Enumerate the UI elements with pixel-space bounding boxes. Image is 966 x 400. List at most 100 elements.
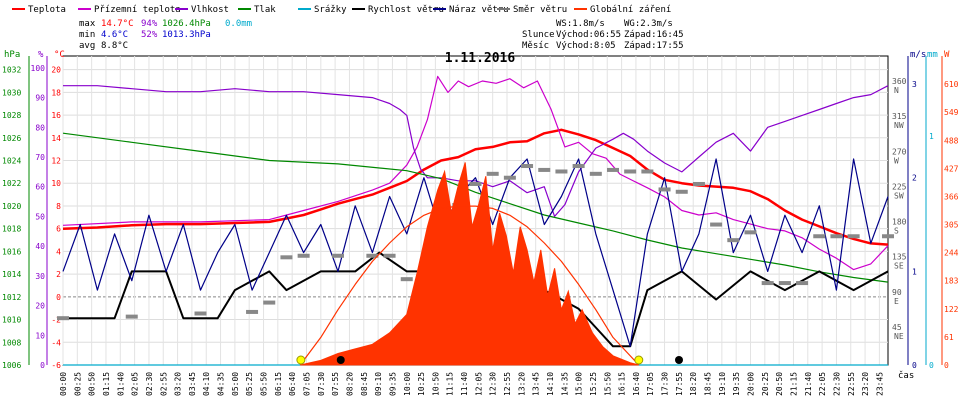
series-sm-r-v-tru-mark-9 — [383, 253, 396, 258]
axis-unit-mm: mm — [927, 50, 938, 60]
tick-hpa-1008: 1008 — [2, 338, 21, 347]
tick-mm-1: 1 — [929, 132, 934, 141]
tick-hpa-1020: 1020 — [2, 202, 21, 211]
tick-temp-14: 14 — [51, 134, 61, 143]
series-sm-r-v-tru-mark-23 — [641, 169, 654, 174]
stat-min-label: min — [79, 30, 95, 40]
tick-x-3: 01:15 — [102, 372, 111, 396]
tick-dir-360: 360 — [892, 77, 907, 86]
series-sm-r-v-tru-mark-34 — [830, 234, 843, 239]
tick-dir-label-SE: SE — [894, 262, 904, 271]
tick-x-27: 11:15 — [446, 372, 455, 396]
tick-pct-60: 60 — [35, 183, 45, 192]
tick-x-38: 15:50 — [603, 372, 612, 396]
tick-x-55: 22:55 — [847, 372, 856, 396]
tick-x-22: 09:10 — [374, 372, 383, 396]
tick-pct-80: 80 — [35, 123, 45, 132]
legend-entry-6: Náraz větru — [449, 5, 509, 15]
tick-x-11: 04:35 — [217, 372, 226, 396]
tick-x-14: 05:50 — [260, 372, 269, 396]
series-sm-r-v-tru-mark-13 — [469, 181, 482, 186]
tick-x-52: 21:40 — [804, 372, 813, 396]
tick-x-1: 00:25 — [73, 372, 82, 396]
tick-x-39: 16:15 — [618, 372, 627, 396]
tick-pct-90: 90 — [35, 94, 45, 103]
tick-dir-180: 180 — [892, 218, 907, 227]
tick-w-488: 488 — [944, 136, 959, 145]
tick-x-54: 22:30 — [832, 372, 841, 396]
tick-w-549: 549 — [944, 108, 959, 117]
marker-sunset — [634, 355, 644, 365]
stat-max-temp: 14.7°C — [101, 19, 134, 29]
series-layer — [57, 75, 894, 366]
legend-entry-4: Srážky — [314, 5, 347, 15]
series-sm-r-v-tru-mark-16 — [521, 164, 534, 169]
moonset-time: Západ:17:55 — [624, 41, 684, 51]
tick-dir-label-SW: SW — [894, 191, 904, 200]
tick-x-2: 00:50 — [88, 372, 97, 396]
series-sm-r-v-tru-mark-20 — [589, 171, 602, 176]
series-sm-r-v-tru-mark-8 — [366, 253, 379, 258]
tick-x-49: 20:25 — [761, 372, 770, 396]
wind-gust-avg: WG:2.3m/s — [624, 19, 673, 29]
tick-x-23: 09:35 — [388, 372, 397, 396]
stat-max-press: 1026.4hPa — [162, 19, 211, 29]
stat-min-press: 1013.3hPa — [162, 30, 211, 40]
tick-x-17: 07:05 — [302, 372, 311, 396]
tick-x-45: 18:45 — [704, 372, 713, 396]
tick-x-0: 00:00 — [59, 372, 68, 396]
tick-dir-label-S: S — [894, 227, 899, 236]
series-sm-r-v-tru-mark-24 — [658, 187, 671, 192]
tick-hpa-1010: 1010 — [2, 316, 21, 325]
tick-temp-12: 12 — [51, 157, 61, 166]
tick-x-12: 05:00 — [231, 372, 240, 396]
tick-x-21: 08:45 — [360, 372, 369, 396]
tick-w-427: 427 — [944, 164, 959, 173]
tick-x-47: 19:35 — [732, 372, 741, 396]
astro-markers — [296, 355, 683, 365]
tick-x-4: 01:40 — [116, 372, 125, 396]
series-sm-r-v-tru-mark-2 — [194, 311, 207, 316]
stat-avg-temp: 8.8°C — [101, 41, 128, 51]
tick-x-20: 08:20 — [345, 372, 354, 396]
tick-dir-270: 270 — [892, 147, 907, 156]
stat-min-temp: 4.6°C — [101, 30, 128, 40]
tick-temp-20: 20 — [51, 66, 61, 75]
stat-max-label: max — [79, 19, 96, 29]
series-sm-r-v-tru-mark-27 — [710, 222, 723, 227]
tick-x-57: 23:45 — [875, 372, 884, 396]
wind-speed-avg: WS:1.8m/s — [556, 19, 605, 29]
tick-x-56: 23:20 — [861, 372, 870, 396]
marker-sunrise — [296, 355, 306, 365]
series-sm-r-v-tru-mark-22 — [624, 169, 637, 174]
tick-dir-45: 45 — [892, 323, 902, 332]
tick-w-122: 122 — [944, 305, 959, 314]
series-vlhkost — [63, 85, 889, 217]
series-sm-r-v-tru-mark-6 — [297, 253, 310, 258]
tick-hpa-1024: 1024 — [2, 157, 21, 166]
tick-x-53: 22:05 — [818, 372, 827, 396]
tick-x-51: 21:15 — [789, 372, 798, 396]
moon-label: Měsíc — [522, 41, 549, 51]
tick-x-9: 03:45 — [188, 372, 197, 396]
tick-x-32: 13:20 — [517, 372, 526, 396]
tick-pct-30: 30 — [35, 272, 45, 281]
legend-entry-2: Vlhkost — [191, 5, 229, 15]
legend: Teplota Přízemní teplota Vlhkost Tlak Srážky… — [12, 5, 671, 15]
tick-hpa-1028: 1028 — [2, 111, 21, 120]
series-sm-r-v-tru-mark-14 — [486, 171, 499, 176]
tick-hpa-1014: 1014 — [2, 270, 21, 279]
series-glob-ln-z-en- — [300, 162, 639, 366]
tick-x-5: 02:05 — [131, 372, 140, 396]
tick-x-48: 20:00 — [747, 372, 756, 396]
tick-hpa-1012: 1012 — [2, 293, 21, 302]
tick-x-36: 15:00 — [575, 372, 584, 396]
legend-entry-0: Teplota — [28, 5, 66, 15]
tick-temp-8: 8 — [56, 202, 61, 211]
series-sm-r-v-tru-mark-3 — [246, 309, 259, 314]
tick-mm-0: 0 — [929, 361, 934, 370]
tick-x-34: 14:10 — [546, 372, 555, 396]
tick-w-0: 0 — [944, 361, 949, 370]
tick-x-15: 06:15 — [274, 372, 283, 396]
series-sm-r-v-tru-mark-29 — [744, 230, 757, 235]
